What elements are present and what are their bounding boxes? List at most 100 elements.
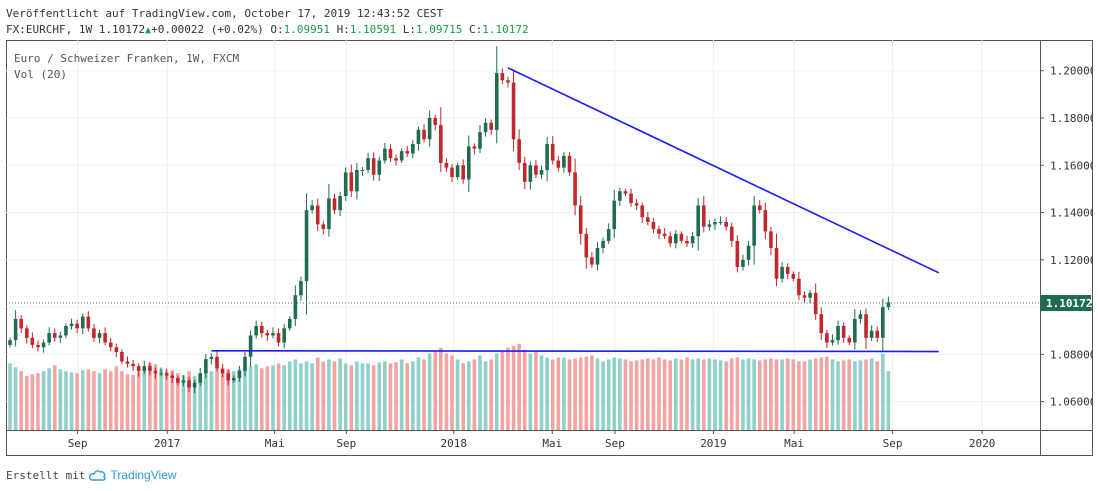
volume-bar xyxy=(58,369,63,430)
candle-body xyxy=(847,337,852,343)
candle-body xyxy=(439,125,443,163)
candle-body xyxy=(785,266,790,274)
volume-bar xyxy=(640,359,645,430)
candle-body xyxy=(176,378,180,383)
candle-body xyxy=(735,240,740,267)
time-tick-label: Sep xyxy=(68,437,88,450)
volume-bar xyxy=(500,351,505,430)
candle-body xyxy=(136,366,141,371)
candle-body xyxy=(433,118,438,126)
volume-bar xyxy=(349,365,354,430)
candle-body xyxy=(271,333,275,336)
candle-body xyxy=(232,378,236,381)
volume-bar xyxy=(545,357,549,430)
candle-body xyxy=(757,205,762,211)
volume-bar xyxy=(399,359,404,430)
price-tick-label: 1.16000 xyxy=(1050,159,1093,172)
candle-body xyxy=(612,200,617,230)
candle-body xyxy=(97,333,102,338)
volume-bar xyxy=(746,358,751,430)
candle-body xyxy=(864,314,868,338)
volume-bar xyxy=(142,368,147,430)
candle-body xyxy=(573,172,577,206)
time-tick-label: Sep xyxy=(605,437,625,450)
volume-bar xyxy=(802,361,807,430)
candle-body xyxy=(763,210,768,232)
volume-bar xyxy=(338,358,342,430)
candle-body xyxy=(24,328,29,338)
candle-body xyxy=(215,356,219,369)
volume-bar xyxy=(30,374,35,430)
candle-body xyxy=(58,335,63,338)
candle-body xyxy=(813,292,818,315)
tradingview-logo[interactable]: TradingView xyxy=(89,468,177,482)
volume-bar xyxy=(176,373,180,430)
volume-bar xyxy=(724,361,728,430)
volume-bar xyxy=(590,355,594,430)
candle-body xyxy=(869,330,874,338)
volume-bar xyxy=(623,359,628,430)
volume-bar xyxy=(204,371,208,430)
volume-bar xyxy=(232,371,236,430)
candle-body xyxy=(718,222,723,223)
volume-bar xyxy=(662,359,667,430)
candle-body xyxy=(321,224,326,230)
chart-border xyxy=(6,40,1093,456)
candle-body xyxy=(355,170,359,192)
candle-body xyxy=(886,302,891,308)
volume-bar xyxy=(198,373,203,430)
candlestick-chart[interactable]: 1.060001.080001.100001.120001.140001.160… xyxy=(6,40,1096,456)
volume-bar xyxy=(108,371,113,430)
volume-bar xyxy=(517,343,521,430)
candle-body xyxy=(539,170,544,175)
ohlc-line: FX:EURCHF, 1W 1.10172▲+0.00022 (+0.02%) … xyxy=(6,22,529,39)
volume-bar xyxy=(41,371,46,430)
candle-body xyxy=(606,229,611,241)
volume-bar xyxy=(19,371,23,430)
price-tick-label: 1.14000 xyxy=(1050,207,1093,220)
candle-body xyxy=(394,158,398,161)
volume-bar xyxy=(377,362,382,430)
volume-bar xyxy=(494,353,499,430)
volume-bar xyxy=(634,360,639,430)
time-tick-label: 2019 xyxy=(700,437,727,450)
candle-body xyxy=(545,144,549,170)
volume-bar xyxy=(383,361,387,430)
candle-body xyxy=(131,363,135,367)
time-tick-label: 2018 xyxy=(441,437,468,450)
volume-bar xyxy=(791,359,796,430)
price-axis[interactable]: 1.060001.080001.100001.120001.140001.160… xyxy=(1040,65,1096,409)
candle-body xyxy=(769,231,773,248)
candle-body xyxy=(19,318,23,329)
volume-bar xyxy=(254,364,258,430)
candle-body xyxy=(679,233,684,241)
volume-bar xyxy=(601,361,605,430)
time-axis[interactable]: Sep 2017 Mai Sep 2018 Mai Sep 2019 Mai Sep 2020 xyxy=(68,430,996,450)
volume-bar xyxy=(226,369,231,430)
low-label: L: xyxy=(402,23,417,36)
volume-bar xyxy=(651,359,656,430)
last-price-label: 1.10172 xyxy=(98,23,146,36)
volume-bar xyxy=(679,359,684,430)
volume-bar xyxy=(343,363,348,430)
volume-bar xyxy=(657,357,661,430)
volume-bar xyxy=(97,373,102,430)
volume-bar xyxy=(187,371,191,430)
volume-bar xyxy=(713,359,717,430)
volume-bar xyxy=(757,360,762,430)
volume-bar xyxy=(718,360,723,430)
volume-bar xyxy=(562,357,566,430)
candle-body xyxy=(836,326,840,341)
chart-area[interactable]: 1.060001.080001.100001.120001.140001.160… xyxy=(6,40,1096,456)
candle-body xyxy=(590,257,594,265)
volume-bar xyxy=(248,366,253,430)
volume-bar xyxy=(707,358,712,430)
trend-lines[interactable] xyxy=(6,67,1040,353)
volume-bars xyxy=(8,343,891,430)
candle-body xyxy=(819,314,824,334)
candle-body xyxy=(511,82,516,140)
volume-bar xyxy=(769,358,773,430)
volume-bar xyxy=(265,366,270,430)
volume-bar xyxy=(86,369,91,430)
volume-bar xyxy=(612,357,617,430)
